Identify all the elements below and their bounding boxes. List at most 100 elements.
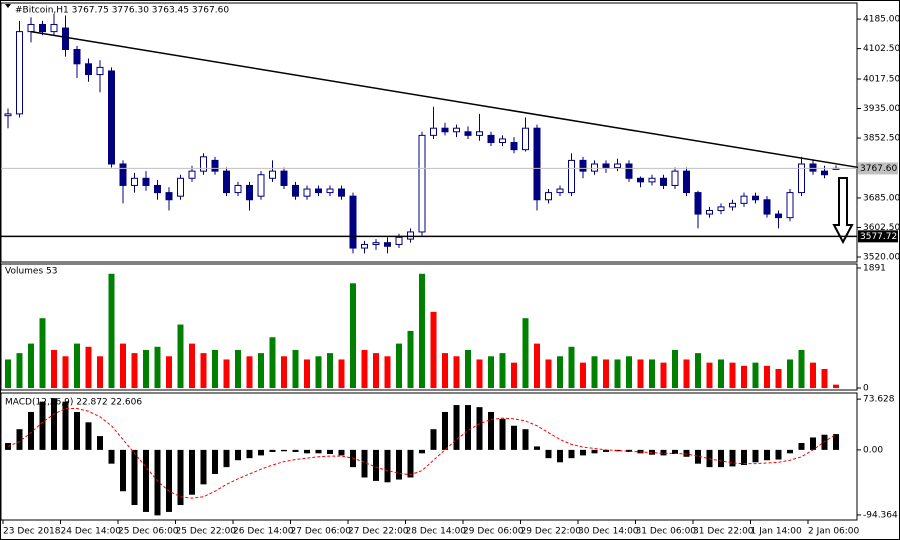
candle-body bbox=[591, 163, 598, 172]
volume-bar bbox=[85, 346, 92, 389]
volume-bar bbox=[764, 365, 770, 389]
volume-bar bbox=[752, 362, 759, 389]
candle-body bbox=[349, 195, 357, 249]
macd-bar bbox=[833, 434, 839, 450]
volume-bar bbox=[131, 353, 138, 389]
candle-body bbox=[39, 23, 46, 33]
macd-bar bbox=[143, 449, 149, 512]
macd-bar bbox=[327, 449, 333, 455]
y-tick-label: 1891 bbox=[863, 263, 886, 273]
macd-bar bbox=[85, 422, 92, 450]
macd-bar bbox=[131, 449, 138, 506]
volume-bar bbox=[28, 343, 34, 389]
volume-bar bbox=[39, 318, 46, 389]
macd-bar bbox=[154, 449, 161, 516]
macd-bar bbox=[672, 449, 678, 455]
macd-bar bbox=[28, 411, 34, 450]
candle-body bbox=[292, 184, 299, 197]
macd-bar bbox=[269, 449, 276, 452]
volume-bar bbox=[200, 353, 207, 389]
candle-body bbox=[763, 199, 771, 215]
macd-bar bbox=[200, 449, 207, 485]
candle-body bbox=[154, 184, 161, 194]
macd-bar bbox=[281, 449, 287, 452]
candle-body bbox=[533, 127, 541, 201]
volume-bar bbox=[488, 356, 494, 389]
macd-bar bbox=[626, 449, 632, 452]
volume-bar bbox=[108, 273, 115, 389]
volume-bar bbox=[775, 368, 782, 389]
macd-bar bbox=[396, 449, 402, 480]
volume-bar bbox=[522, 318, 529, 389]
macd-bar bbox=[557, 449, 563, 463]
macd-bar bbox=[246, 449, 253, 459]
candle-body bbox=[717, 206, 725, 211]
volume-bar bbox=[304, 359, 310, 389]
candle-body bbox=[142, 177, 150, 186]
volume-bar bbox=[407, 330, 414, 389]
candle-body bbox=[119, 163, 127, 186]
candle-body bbox=[131, 177, 138, 186]
candle-body bbox=[27, 23, 35, 33]
candle-body bbox=[16, 31, 23, 115]
candle-body bbox=[706, 209, 713, 215]
candle-body bbox=[786, 192, 794, 219]
volume-bar bbox=[729, 362, 736, 389]
macd-bar bbox=[166, 449, 172, 512]
candle-body bbox=[430, 127, 437, 136]
candle-body bbox=[729, 202, 736, 208]
volume-bar bbox=[798, 349, 805, 389]
volume-bar bbox=[396, 343, 402, 389]
candle-body bbox=[62, 27, 69, 51]
volume-bar bbox=[660, 362, 667, 389]
candle-body bbox=[303, 188, 311, 197]
candle-body bbox=[361, 243, 368, 249]
macd-bar bbox=[315, 449, 322, 454]
macd-bar bbox=[361, 449, 368, 478]
macd-bar bbox=[821, 434, 828, 450]
volume-bar bbox=[223, 359, 230, 389]
candle-body bbox=[625, 163, 633, 179]
candle-body bbox=[108, 70, 115, 165]
candle-body bbox=[165, 192, 173, 201]
volume-bar bbox=[212, 349, 218, 389]
volume-bar bbox=[453, 356, 460, 389]
volume-bar bbox=[511, 362, 517, 389]
candle-body bbox=[407, 231, 414, 240]
chart-title: #Bitcoin,H1 3767.75 3776.30 3763.45 3767… bbox=[15, 6, 229, 16]
macd-bar bbox=[189, 449, 195, 495]
volume-bar bbox=[120, 343, 126, 389]
macd-bar bbox=[108, 449, 115, 464]
macd-bar bbox=[499, 418, 506, 450]
macd-bar bbox=[810, 437, 816, 450]
macd-bar bbox=[798, 442, 805, 450]
y-tick-label: 3685.00 bbox=[863, 193, 900, 203]
candle-body bbox=[614, 163, 621, 169]
volume-bar bbox=[281, 356, 287, 389]
macd-bar bbox=[741, 449, 747, 466]
macd-bar bbox=[223, 449, 230, 468]
y-tick-label: 3520.00 bbox=[863, 252, 900, 262]
macd-bar bbox=[603, 449, 609, 452]
volume-bar bbox=[166, 356, 172, 389]
macd-bar bbox=[51, 398, 57, 450]
candle-body bbox=[96, 66, 104, 76]
macd-bar bbox=[718, 449, 724, 468]
volume-bar bbox=[614, 359, 621, 389]
macd-bar bbox=[729, 449, 736, 467]
y-tick-label: 0.00 bbox=[863, 445, 883, 455]
macd-bar bbox=[384, 449, 391, 483]
candle-body bbox=[200, 156, 207, 172]
candle-body bbox=[499, 138, 506, 144]
volume-bar bbox=[315, 356, 322, 389]
volume-bar bbox=[626, 356, 632, 389]
price-panel bbox=[0, 2, 858, 263]
volume-bar bbox=[189, 343, 195, 389]
volume-bar bbox=[419, 273, 425, 389]
x-tick-label: 30 Dec 14:00 bbox=[578, 527, 639, 537]
candle-body bbox=[441, 127, 449, 133]
volume-bar bbox=[465, 349, 471, 389]
macd-bar bbox=[74, 411, 80, 450]
candle-body bbox=[798, 163, 805, 194]
candle-body bbox=[556, 188, 564, 194]
